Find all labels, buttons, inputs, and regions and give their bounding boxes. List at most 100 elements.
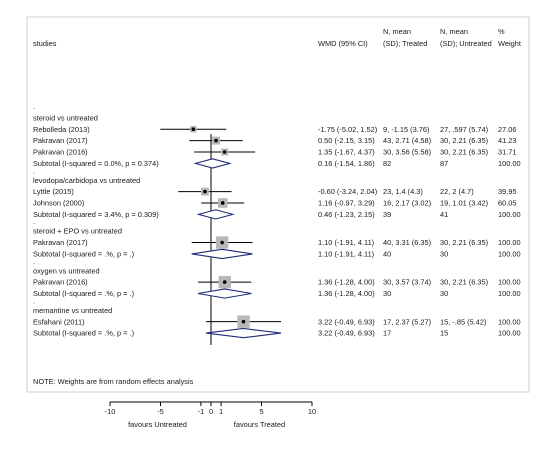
untreated-value: 30, 2.21 (6.35) [440, 278, 488, 287]
subtotal-diamond [193, 158, 232, 169]
study-label: Rebolleda (2013) [33, 125, 90, 134]
header-treated-line1: N, mean [383, 27, 411, 36]
wmd-ci-value: 3.22 (-0.49, 6.93) [318, 317, 375, 326]
dot-marker: . [33, 296, 35, 305]
subtotal-treated-n: 17 [383, 329, 391, 338]
x-tick-label: -1 [198, 407, 205, 416]
subtotal-treated-n: 82 [383, 159, 391, 168]
treated-value: 30, 3.57 (3.74) [383, 278, 431, 287]
subtotal-diamond [197, 288, 252, 299]
point-estimate [203, 189, 207, 194]
subtotal-wmd-ci: 0.16 (-1.54, 1.86) [318, 159, 375, 168]
header-studies: studies [33, 39, 57, 48]
x-tick-label: -10 [105, 407, 116, 416]
subtotal-wmd-ci: 0.46 (-1.23, 2.15) [318, 210, 375, 219]
group-label: levodopa/carbidopa vs untreated [33, 176, 140, 185]
dot-marker: . [33, 217, 35, 226]
wmd-ci-value: 0.50 (-2.15, 3.15) [318, 136, 375, 145]
weight-value: 60.05 [498, 199, 517, 208]
x-tick-label: -5 [157, 407, 164, 416]
subtotal-weight: 100.00 [498, 329, 521, 338]
subtotal-untreated-n: 41 [440, 210, 448, 219]
header-weight-line2: Weight [498, 39, 521, 48]
study-label: Johnson (2000) [33, 199, 84, 208]
x-label-right: favours Treated [234, 420, 285, 429]
study-label: Pakravan (2016) [33, 278, 88, 287]
point-estimate [220, 240, 224, 245]
treated-value: 43, 2.71 (4.58) [383, 136, 431, 145]
point-estimate [222, 280, 227, 284]
wmd-ci-value: 1.16 (-0.97, 3.29) [318, 199, 375, 208]
subtotal-label: Subtotal (I-squared = .%, p = .) [33, 250, 134, 259]
study-label: Esfahani (2011) [33, 317, 85, 326]
study-label: Pakravan (2017) [33, 136, 88, 145]
untreated-value: 27, .597 (5.74) [440, 125, 488, 134]
x-label-left: favours Untreated [128, 420, 187, 429]
dot-marker: . [33, 257, 35, 266]
wmd-ci-value: 1.36 (-1.28, 4.00) [318, 278, 375, 287]
header-wmd: WMD (95% CI) [318, 39, 368, 48]
treated-value: 40, 3.31 (6.35) [383, 238, 431, 247]
dot-marker: . [33, 102, 35, 111]
wmd-ci-value: -1.75 (-5.02, 1.52) [318, 125, 377, 134]
weight-value: 27.06 [498, 125, 517, 134]
wmd-ci-value: -0.60 (-3.24, 2.04) [318, 187, 377, 196]
point-estimate [222, 150, 227, 154]
subtotal-treated-n: 30 [383, 289, 391, 298]
untreated-value: 15, -.85 (5.42) [440, 317, 486, 326]
subtotal-weight: 100.00 [498, 250, 521, 259]
subtotal-label: Subtotal (I-squared = 3.4%, p = 0.309) [33, 210, 159, 219]
treated-value: 17, 2.37 (5.27) [383, 317, 431, 326]
weight-value: 100.00 [498, 278, 521, 287]
wmd-ci-value: 1.10 (-1.91, 4.11) [318, 238, 374, 247]
group-label: steroid + EPO vs untreated [33, 227, 122, 236]
group-label: oxygen vs untreated [33, 266, 100, 275]
dot-marker: . [33, 166, 35, 175]
subtotal-wmd-ci: 1.36 (-1.28, 4.00) [318, 289, 375, 298]
subtotal-untreated-n: 30 [440, 289, 448, 298]
point-estimate [214, 138, 218, 143]
study-label: Pakravan (2016) [33, 148, 88, 157]
untreated-value: 22, 2 (4.7) [440, 187, 474, 196]
subtotal-label: Subtotal (I-squared = .%, p = .) [33, 329, 134, 338]
x-tick-label: 1 [219, 407, 223, 416]
group-label: steroid vs untreated [33, 113, 98, 122]
weight-value: 41.23 [498, 136, 517, 145]
point-estimate [220, 201, 225, 205]
header-treated-line2: (SD); Treated [383, 39, 427, 48]
treated-value: 23, 1.4 (4.3) [383, 187, 423, 196]
study-label: Pakravan (2017) [33, 238, 88, 247]
subtotal-wmd-ci: 1.10 (-1.91, 4.11) [318, 250, 374, 259]
subtotal-diamond [196, 209, 235, 220]
wmd-ci-value: 1.35 (-1.67, 4.37) [318, 148, 375, 157]
forest-rows: . steroid vs untreated Rebolleda (2013) -1.… [33, 102, 521, 345]
subtotal-weight: 100.00 [498, 289, 521, 298]
weight-value: 100.00 [498, 238, 521, 247]
weight-value: 31.71 [498, 148, 517, 157]
weight-value: 39.95 [498, 187, 517, 196]
subtotal-untreated-n: 30 [440, 250, 448, 259]
header-untreated-line1: N, mean [440, 27, 468, 36]
group-label: memantine vs untreated [33, 306, 112, 315]
treated-value: 30, 3.56 (5.58) [383, 148, 431, 157]
subtotal-untreated-n: 15 [440, 329, 448, 338]
subtotal-diamond [205, 327, 282, 339]
point-estimate [191, 127, 196, 131]
subtotal-weight: 100.00 [498, 159, 521, 168]
subtotal-weight: 100.00 [498, 210, 521, 219]
header-untreated-line2: (SD); Untreated [440, 39, 492, 48]
treated-value: 9, -1.15 (3.76) [383, 125, 429, 134]
subtotal-untreated-n: 87 [440, 159, 448, 168]
untreated-value: 30, 2.21 (6.35) [440, 136, 488, 145]
treated-value: 16, 2.17 (3.02) [383, 199, 431, 208]
subtotal-label: Subtotal (I-squared = .%, p = .) [33, 289, 134, 298]
subtotal-treated-n: 40 [383, 250, 391, 259]
untreated-value: 30, 2.21 (6.35) [440, 148, 488, 157]
point-estimate [241, 319, 246, 324]
study-label: Lyttle (2015) [33, 187, 74, 196]
subtotal-label: Subtotal (I-squared = 0.0%, p = 0.374) [33, 159, 159, 168]
weight-value: 100.00 [498, 317, 521, 326]
x-tick-label: 5 [259, 407, 263, 416]
